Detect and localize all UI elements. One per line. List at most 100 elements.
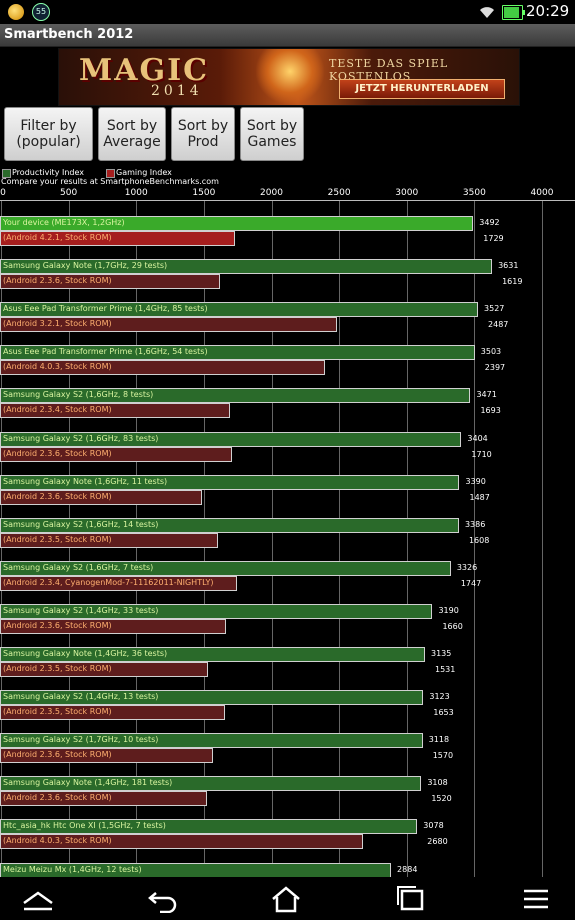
rom-label: (Android 2.3.6, Stock ROM)	[3, 448, 112, 458]
device-label: Your device (ME173X, 1,2GHz)	[3, 218, 125, 227]
sort-prod-button[interactable]: Sort by Prod	[171, 107, 235, 161]
productivity-value: 3492	[479, 218, 500, 227]
gaming-value: 1693	[480, 406, 501, 416]
gaming-bar: (Android 4.2.1, Stock ROM)	[0, 231, 235, 246]
productivity-bar: Asus Eee Pad Transformer Prime (1,6GHz, …	[0, 345, 475, 361]
benchmark-row[interactable]: Samsung Galaxy S2 (1,4GHz, 33 tests) 3190…	[0, 603, 575, 634]
benchmark-row[interactable]: Your device (ME173X, 1,2GHz) 3492 (Android…	[0, 216, 575, 246]
benchmark-row[interactable]: Samsung Galaxy Note (1,4GHz, 36 tests) 31…	[0, 647, 575, 677]
x-tick-label: 0	[0, 188, 6, 198]
x-tick-label: 2000	[260, 188, 283, 198]
device-label: Samsung Galaxy S2 (1,6GHz, 8 tests)	[3, 390, 154, 400]
device-label: Samsung Galaxy Note (1,4GHz, 181 tests)	[3, 778, 173, 788]
device-label: Samsung Galaxy S2 (1,6GHz, 83 tests)	[3, 433, 159, 443]
back-icon[interactable]	[146, 885, 182, 913]
productivity-value: 2884	[397, 864, 418, 874]
benchmark-row[interactable]: Samsung Galaxy Note (1,6GHz, 11 tests) 33…	[0, 474, 575, 505]
rom-label: (Android 2.3.4, Stock ROM)	[3, 405, 112, 415]
gaming-legend-swatch	[106, 169, 115, 178]
menu-icon[interactable]	[518, 885, 554, 913]
gaming-bar: (Android 2.3.6, Stock ROM)	[0, 618, 226, 634]
productivity-value: 3326	[456, 562, 478, 572]
gaming-bar: (Android 2.3.5, Stock ROM)	[0, 705, 225, 721]
gaming-value: 1608	[468, 535, 490, 545]
x-tick-label: 4000	[530, 188, 554, 198]
productivity-value: 3503	[480, 347, 502, 357]
home-icon[interactable]	[268, 885, 304, 913]
benchmark-row[interactable]: Asus Eee Pad Transformer Prime (1,6GHz, …	[0, 345, 575, 376]
productivity-bar: Asus Eee Pad Transformer Prime (1,4GHz, …	[0, 302, 479, 318]
productivity-value: 3527	[484, 304, 505, 314]
recent-apps-icon[interactable]	[392, 885, 428, 913]
gaming-value: 1619	[502, 277, 523, 287]
productivity-bar: Your device (ME173X, 1,2GHz)	[0, 216, 474, 231]
productivity-value: 3190	[438, 605, 459, 615]
status-bar: 55 20:29	[0, 0, 575, 24]
banner-title: MAGIC	[79, 53, 210, 88]
gaming-bar: (Android 2.3.6, Stock ROM)	[0, 446, 233, 462]
app-notification-icon	[8, 4, 24, 20]
clock: 20:29	[526, 2, 570, 20]
benchmark-row[interactable]: Samsung Galaxy S2 (1,6GHz, 7 tests) 3326 (…	[0, 560, 575, 591]
gridline	[542, 201, 543, 877]
benchmark-row[interactable]: Asus Eee Pad Transformer Prime (1,4GHz, …	[0, 302, 575, 333]
productivity-value: 3386	[464, 519, 486, 529]
gaming-value: 2487	[488, 320, 509, 330]
device-label: Asus Eee Pad Transformer Prime (1,6GHz, …	[3, 347, 208, 357]
productivity-bar: Samsung Galaxy Note (1,4GHz, 181 tests)	[0, 776, 422, 792]
productivity-bar: Samsung Galaxy Note (1,7GHz, 29 tests)	[0, 259, 493, 275]
rom-label: (Android 2.3.5, Stock ROM)	[3, 664, 112, 673]
gaming-bar: (Android 2.3.6, Stock ROM)	[0, 489, 203, 505]
benchmark-row[interactable]: Samsung Galaxy S2 (1,7GHz, 10 tests) 3118…	[0, 733, 575, 764]
collapse-icon[interactable]	[20, 885, 56, 913]
device-label: Asus Eee Pad Transformer Prime (1,4GHz, …	[3, 304, 208, 314]
gaming-bar: (Android 2.3.5, Stock ROM)	[0, 662, 209, 677]
rom-label: (Android 3.2.1, Stock ROM)	[3, 319, 112, 329]
productivity-bar: Samsung Galaxy S2 (1,4GHz, 13 tests)	[0, 690, 424, 706]
navigation-bar	[0, 877, 575, 920]
benchmark-row[interactable]: Samsung Galaxy S2 (1,6GHz, 8 tests) 3471 (…	[0, 388, 575, 419]
benchmark-row[interactable]: Samsung Galaxy Note (1,7GHz, 29 tests) 36…	[0, 259, 575, 290]
rom-label: (Android 2.3.6, Stock ROM)	[3, 491, 112, 501]
gaming-value: 1660	[442, 621, 463, 631]
gridline	[339, 201, 341, 877]
benchmark-row[interactable]: Samsung Galaxy S2 (1,6GHz, 83 tests) 3404…	[0, 431, 575, 462]
ad-banner[interactable]: MAGIC 2014 TESTE DAS SPIEL KOSTENLOS JET…	[58, 48, 520, 106]
productivity-value: 3631	[498, 261, 519, 271]
benchmark-row[interactable]: Samsung Galaxy S2 (1,4GHz, 13 tests) 3123…	[0, 690, 575, 721]
device-label: Samsung Galaxy S2 (1,6GHz, 7 tests)	[3, 562, 154, 572]
compare-note: Compare your results at SmartphoneBenchm…	[1, 177, 219, 186]
rom-label: (Android 2.3.6, Stock ROM)	[3, 276, 112, 286]
device-label: Samsung Galaxy S2 (1,4GHz, 13 tests)	[3, 692, 159, 702]
benchmark-row[interactable]: Meizu Meizu Mx (1,4GHz, 12 tests) 2884	[0, 862, 575, 877]
wifi-icon	[480, 7, 494, 18]
x-axis-line	[0, 200, 575, 201]
benchmark-row[interactable]: Samsung Galaxy Note (1,4GHz, 181 tests) 3…	[0, 776, 575, 807]
device-label: Htc_asia_hk Htc One XI (1,5GHz, 7 tests)	[3, 821, 166, 831]
productivity-bar: Samsung Galaxy S2 (1,6GHz, 8 tests)	[0, 388, 471, 404]
productivity-bar: Meizu Meizu Mx (1,4GHz, 12 tests)	[0, 862, 392, 877]
banner-cta-button[interactable]: JETZT HERUNTERLADEN	[339, 79, 505, 99]
productivity-value: 3390	[465, 476, 486, 486]
benchmark-row[interactable]: Samsung Galaxy S2 (1,6GHz, 14 tests) 3386…	[0, 517, 575, 548]
gridline	[271, 201, 273, 877]
gaming-bar: (Android 2.3.6, Stock ROM)	[0, 748, 214, 764]
gaming-value: 1747	[460, 578, 482, 588]
filter-popular-button[interactable]: Filter by (popular)	[4, 107, 93, 161]
gridline	[474, 201, 476, 877]
sort-average-button[interactable]: Sort by Average	[98, 107, 166, 161]
device-label: Samsung Galaxy S2 (1,6GHz, 14 tests)	[3, 519, 159, 529]
benchmark-chart[interactable]: Your device (ME173X, 1,2GHz) 3492 (Android…	[0, 201, 575, 877]
gaming-value: 1710	[471, 449, 492, 459]
productivity-bar: Htc_asia_hk Htc One XI (1,5GHz, 7 tests)	[0, 819, 418, 835]
benchmark-row[interactable]: Htc_asia_hk Htc One XI (1,5GHz, 7 tests)…	[0, 819, 575, 850]
battery-icon	[502, 5, 525, 20]
productivity-bar: Samsung Galaxy S2 (1,6GHz, 83 tests)	[0, 431, 462, 447]
productivity-value: 3471	[476, 390, 497, 400]
rom-label: (Android 2.3.5, Stock ROM)	[3, 707, 112, 717]
sort-games-button[interactable]: Sort by Games	[240, 107, 304, 161]
gaming-value: 1487	[469, 492, 490, 502]
productivity-bar: Samsung Galaxy S2 (1,6GHz, 14 tests)	[0, 517, 459, 533]
rom-label: (Android 2.3.4, CyanogenMod-7-11162011-N…	[3, 577, 214, 587]
gaming-bar: (Android 2.3.6, Stock ROM)	[0, 274, 220, 290]
